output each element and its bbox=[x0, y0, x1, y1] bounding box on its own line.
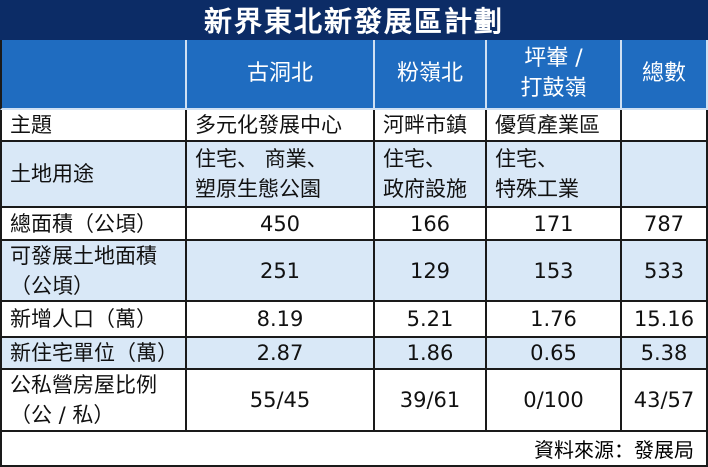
header-cell bbox=[0, 40, 187, 110]
row-label: 公私營房屋比例 （公 / 私） bbox=[0, 370, 187, 432]
table-cell: 0.65 bbox=[487, 338, 622, 370]
table-cell: 533 bbox=[622, 241, 708, 302]
table-cell: 43/57 bbox=[622, 370, 708, 432]
table-cell: 129 bbox=[375, 241, 487, 302]
table-cell: 2.87 bbox=[187, 338, 375, 370]
row-label: 總面積（公頃） bbox=[0, 208, 187, 241]
column-header: 粉嶺北 bbox=[375, 40, 487, 110]
table-cell: 787 bbox=[622, 208, 708, 241]
table-cell: 5.38 bbox=[622, 338, 708, 370]
table-cell: 39/61 bbox=[375, 370, 487, 432]
table-cell: 河畔市鎮 bbox=[375, 110, 487, 142]
row-label: 主題 bbox=[0, 110, 187, 142]
table-cell: 5.21 bbox=[375, 302, 487, 338]
table-cell: 住宅、 特殊工業 bbox=[487, 142, 622, 208]
row-label: 新增人口（萬） bbox=[0, 302, 187, 338]
table-cell: 171 bbox=[487, 208, 622, 241]
table-cell: 55/45 bbox=[187, 370, 375, 432]
table-cell: 8.19 bbox=[187, 302, 375, 338]
table-cell: 166 bbox=[375, 208, 487, 241]
column-header: 古洞北 bbox=[187, 40, 375, 110]
column-header: 總數 bbox=[622, 40, 708, 110]
table-cell: 153 bbox=[487, 241, 622, 302]
empty-cell bbox=[622, 110, 708, 142]
table-cell: 15.16 bbox=[622, 302, 708, 338]
row-label: 土地用途 bbox=[0, 142, 187, 208]
table-cell: 多元化發展中心 bbox=[187, 110, 375, 142]
table-cell: 優質產業區 bbox=[487, 110, 622, 142]
row-label: 可發展土地面積 （公頃） bbox=[0, 241, 187, 302]
table-cell: 450 bbox=[187, 208, 375, 241]
table-cell: 0/100 bbox=[487, 370, 622, 432]
row-label: 新住宅單位（萬） bbox=[0, 338, 187, 370]
table-cell: 住宅、 政府設施 bbox=[375, 142, 487, 208]
empty-cell bbox=[622, 142, 708, 208]
title: 新界東北新發展區計劃 bbox=[0, 0, 708, 40]
table-cell: 251 bbox=[187, 241, 375, 302]
column-header: 坪輋 / 打鼓嶺 bbox=[487, 40, 622, 110]
source-note: 資料來源：發展局 bbox=[0, 432, 708, 467]
table-cell: 1.86 bbox=[375, 338, 487, 370]
table-cell: 1.76 bbox=[487, 302, 622, 338]
table-cell: 住宅、 商業、 塑原生態公園 bbox=[187, 142, 375, 208]
